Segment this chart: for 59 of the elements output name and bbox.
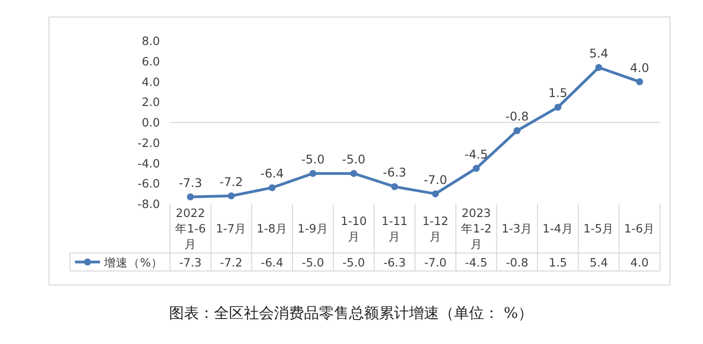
table-value: -7.2 [220, 256, 242, 270]
category: 1-3月 [502, 222, 532, 236]
point [228, 192, 235, 200]
data-label: 4.0 [630, 60, 650, 75]
data-label: -6.4 [260, 166, 284, 181]
point [514, 127, 521, 134]
category: 2023年1-2月 [460, 206, 492, 251]
data-label: -7.3 [178, 176, 202, 190]
y-tick-label: 2.0 [142, 95, 160, 110]
table-value: 1.5 [548, 256, 568, 270]
category: 1-11月 [382, 214, 408, 244]
point [554, 104, 562, 111]
point [595, 64, 602, 71]
y-tick-label: 0.0 [142, 116, 160, 130]
table-value: -0.8 [506, 256, 528, 270]
data-label: -7.2 [220, 174, 243, 189]
point [309, 170, 316, 177]
table-value: -7.0 [424, 256, 447, 270]
data-label: -0.8 [505, 110, 529, 124]
y-tick-label: 4.0 [142, 74, 160, 89]
category: 1-5月 [583, 222, 614, 236]
point [268, 184, 276, 192]
category: 1-7月 [216, 222, 247, 236]
table-value: -5.0 [342, 256, 365, 270]
category: 1-4月 [542, 222, 574, 236]
point [391, 183, 398, 190]
category: 1-12月 [422, 214, 448, 244]
y-tick-label: -8.0 [138, 197, 160, 211]
point [432, 190, 439, 198]
category: 1-9月 [298, 222, 328, 236]
point [350, 170, 358, 177]
table-value: -6.3 [383, 256, 406, 270]
y-tick-label: 6.0 [142, 54, 160, 68]
data-label: -7.0 [424, 172, 448, 187]
table-value: -6.4 [260, 256, 284, 270]
category: 1-6月 [624, 222, 655, 236]
point [472, 164, 480, 172]
category: 2022年1-6月 [175, 206, 206, 251]
data-label: 5.4 [589, 46, 608, 60]
table-value: 4.0 [630, 256, 649, 270]
table-value: 5.4 [590, 256, 608, 270]
data-label: 1.5 [548, 86, 568, 100]
y-tick-label: 8.0 [142, 34, 160, 48]
table-value: -7.3 [179, 256, 202, 270]
point [186, 193, 194, 200]
legend-label: 增速（%） [104, 256, 163, 270]
table-value: -5.0 [302, 256, 324, 270]
y-tick-label: -4.0 [138, 156, 160, 170]
data-label: -6.3 [382, 166, 406, 180]
data-label: -5.0 [301, 152, 325, 166]
table-value: -4.5 [465, 256, 488, 270]
point [636, 78, 644, 86]
data-label: -4.5 [464, 147, 488, 162]
category: 1-8月 [256, 222, 288, 236]
y-tick-label: -2.0 [138, 136, 160, 150]
caption: 图表：全区社会消费品零售总额累计增速（单位： %） [168, 304, 534, 322]
category: 1-10月 [340, 214, 367, 244]
y-tick-label: -6.0 [138, 176, 160, 191]
data-label: -5.0 [342, 152, 366, 166]
